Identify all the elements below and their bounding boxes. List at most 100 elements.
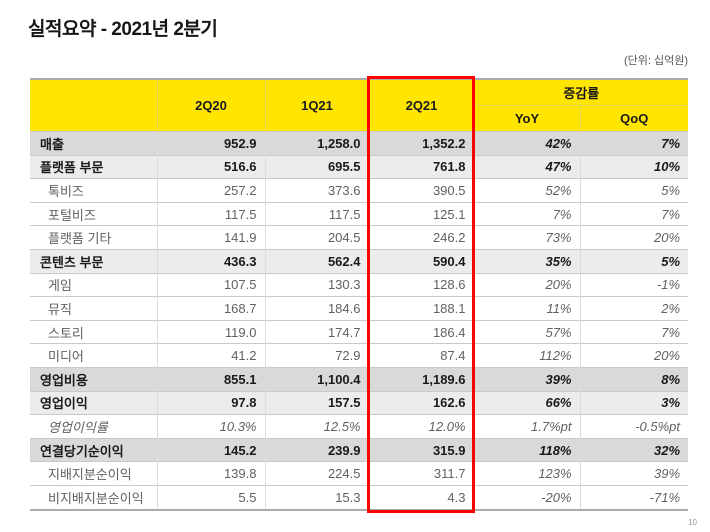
table-row: 미디어 41.2 72.9 87.4 112% 20%	[30, 343, 689, 368]
value-2q21: 162.6	[368, 390, 474, 415]
value-1q21: 204.5	[264, 225, 369, 250]
value-2q20: 145.2	[156, 437, 265, 462]
value-yoy: 47%	[473, 154, 580, 179]
row-label: 영업비용	[30, 366, 157, 392]
value-yoy: 52%	[473, 178, 580, 203]
value-2q20: 5.5	[156, 484, 265, 510]
value-2q21: 590.4	[368, 248, 474, 274]
row-label: 지배지분순이익	[30, 461, 157, 486]
value-2q21: 246.2	[368, 225, 474, 250]
value-yoy: 42%	[473, 131, 580, 156]
value-yoy: 1.7%pt	[473, 414, 580, 439]
table-row: 매출 952.9 1,258.0 1,352.2 42% 7%	[30, 131, 689, 156]
row-label: 플랫폼 기타	[30, 225, 157, 250]
value-2q20: 141.9	[156, 225, 265, 250]
value-1q21: 72.9	[264, 343, 369, 368]
value-1q21: 1,258.0	[264, 131, 369, 156]
value-2q20: 436.3	[156, 248, 265, 274]
value-qoq: -71%	[579, 484, 689, 510]
value-2q21: 315.9	[368, 437, 474, 462]
table-row: 콘텐츠 부문 436.3 562.4 590.4 35% 5%	[30, 248, 689, 274]
value-2q20: 107.5	[156, 272, 265, 297]
value-yoy: 118%	[473, 437, 580, 462]
header-yoy: YoY	[473, 105, 580, 132]
value-2q20: 117.5	[156, 201, 265, 226]
value-2q21: 188.1	[368, 296, 474, 321]
value-yoy: 73%	[473, 225, 580, 250]
table-row: 지배지분순이익 139.8 224.5 311.7 123% 39%	[30, 461, 689, 486]
value-2q21: 1,352.2	[368, 131, 474, 156]
row-label: 뮤직	[30, 296, 157, 321]
table-row: 뮤직 168.7 184.6 188.1 11% 2%	[30, 296, 689, 321]
value-yoy: 39%	[473, 366, 580, 392]
header-quarter-1q21: 1Q21	[264, 79, 369, 132]
value-qoq: 20%	[579, 343, 689, 368]
value-2q20: 516.6	[156, 154, 265, 179]
value-2q21: 125.1	[368, 201, 474, 226]
unit-note: (단위: 십억원)	[623, 55, 688, 67]
value-1q21: 174.7	[264, 319, 369, 344]
value-2q21: 390.5	[368, 178, 474, 203]
value-qoq: 3%	[579, 390, 689, 415]
table-row: 스토리 119.0 174.7 186.4 57% 7%	[30, 319, 689, 344]
value-2q21: 87.4	[368, 343, 474, 368]
page-title: 실적요약 - 2021년 2분기	[28, 19, 218, 40]
value-1q21: 157.5	[264, 390, 369, 415]
row-label: 포털비즈	[30, 201, 157, 226]
table-body: 매출 952.9 1,258.0 1,352.2 42% 7% 플랫폼 부문 516.6 695…	[30, 131, 689, 510]
value-2q20: 257.2	[156, 178, 265, 203]
value-yoy: 66%	[473, 390, 580, 415]
row-label: 매출	[30, 131, 157, 156]
value-2q20: 119.0	[156, 319, 265, 344]
value-2q20: 10.3%	[156, 414, 265, 439]
value-yoy: 11%	[473, 296, 580, 321]
value-1q21: 373.6	[264, 178, 369, 203]
value-qoq: 8%	[579, 366, 689, 392]
row-label: 스토리	[30, 319, 157, 344]
results-table-wrapper: 2Q20 1Q21 2Q21 증감률 YoY QoQ 매출 952.9 1,258.…	[30, 76, 689, 513]
results-table: 2Q20 1Q21 2Q21 증감률 YoY QoQ 매출 952.9 1,258.…	[30, 78, 689, 511]
header-change-group: 증감률	[473, 79, 689, 106]
value-qoq: 7%	[579, 201, 689, 226]
value-1q21: 562.4	[264, 248, 369, 274]
table-row: 영업비용 855.1 1,100.4 1,189.6 39% 8%	[30, 366, 689, 392]
value-qoq: -0.5%pt	[579, 414, 689, 439]
table-row: 영업이익 97.8 157.5 162.6 66% 3%	[30, 390, 689, 415]
value-qoq: 5%	[579, 178, 689, 203]
value-yoy: 112%	[473, 343, 580, 368]
value-qoq: 7%	[579, 131, 689, 156]
value-qoq: 10%	[579, 154, 689, 179]
value-2q21: 128.6	[368, 272, 474, 297]
value-2q21: 761.8	[368, 154, 474, 179]
row-label: 연결당기순이익	[30, 437, 157, 462]
table-row: 톡비즈 257.2 373.6 390.5 52% 5%	[30, 178, 689, 203]
row-label: 영업이익률	[30, 414, 157, 439]
value-1q21: 130.3	[264, 272, 369, 297]
value-qoq: 32%	[579, 437, 689, 462]
page-number: 10	[688, 518, 697, 527]
table-row: 포털비즈 117.5 117.5 125.1 7% 7%	[30, 201, 689, 226]
value-yoy: 20%	[473, 272, 580, 297]
value-qoq: 2%	[579, 296, 689, 321]
row-label: 게임	[30, 272, 157, 297]
value-qoq: 5%	[579, 248, 689, 274]
table-row: 영업이익률 10.3% 12.5% 12.0% 1.7%pt -0.5%pt	[30, 414, 689, 439]
value-1q21: 224.5	[264, 461, 369, 486]
value-1q21: 117.5	[264, 201, 369, 226]
value-qoq: 20%	[579, 225, 689, 250]
header-empty-cell	[30, 79, 157, 132]
value-yoy: 57%	[473, 319, 580, 344]
value-qoq: -1%	[579, 272, 689, 297]
table-row: 게임 107.5 130.3 128.6 20% -1%	[30, 272, 689, 297]
value-2q21: 12.0%	[368, 414, 474, 439]
row-label: 비지배지분순이익	[30, 484, 157, 510]
table-row: 연결당기순이익 145.2 239.9 315.9 118% 32%	[30, 437, 689, 462]
header-quarter-2q20: 2Q20	[156, 79, 265, 132]
value-qoq: 39%	[579, 461, 689, 486]
value-1q21: 12.5%	[264, 414, 369, 439]
row-label: 톡비즈	[30, 178, 157, 203]
value-yoy: 123%	[473, 461, 580, 486]
value-2q20: 97.8	[156, 390, 265, 415]
value-qoq: 7%	[579, 319, 689, 344]
table-row: 플랫폼 부문 516.6 695.5 761.8 47% 10%	[30, 154, 689, 179]
